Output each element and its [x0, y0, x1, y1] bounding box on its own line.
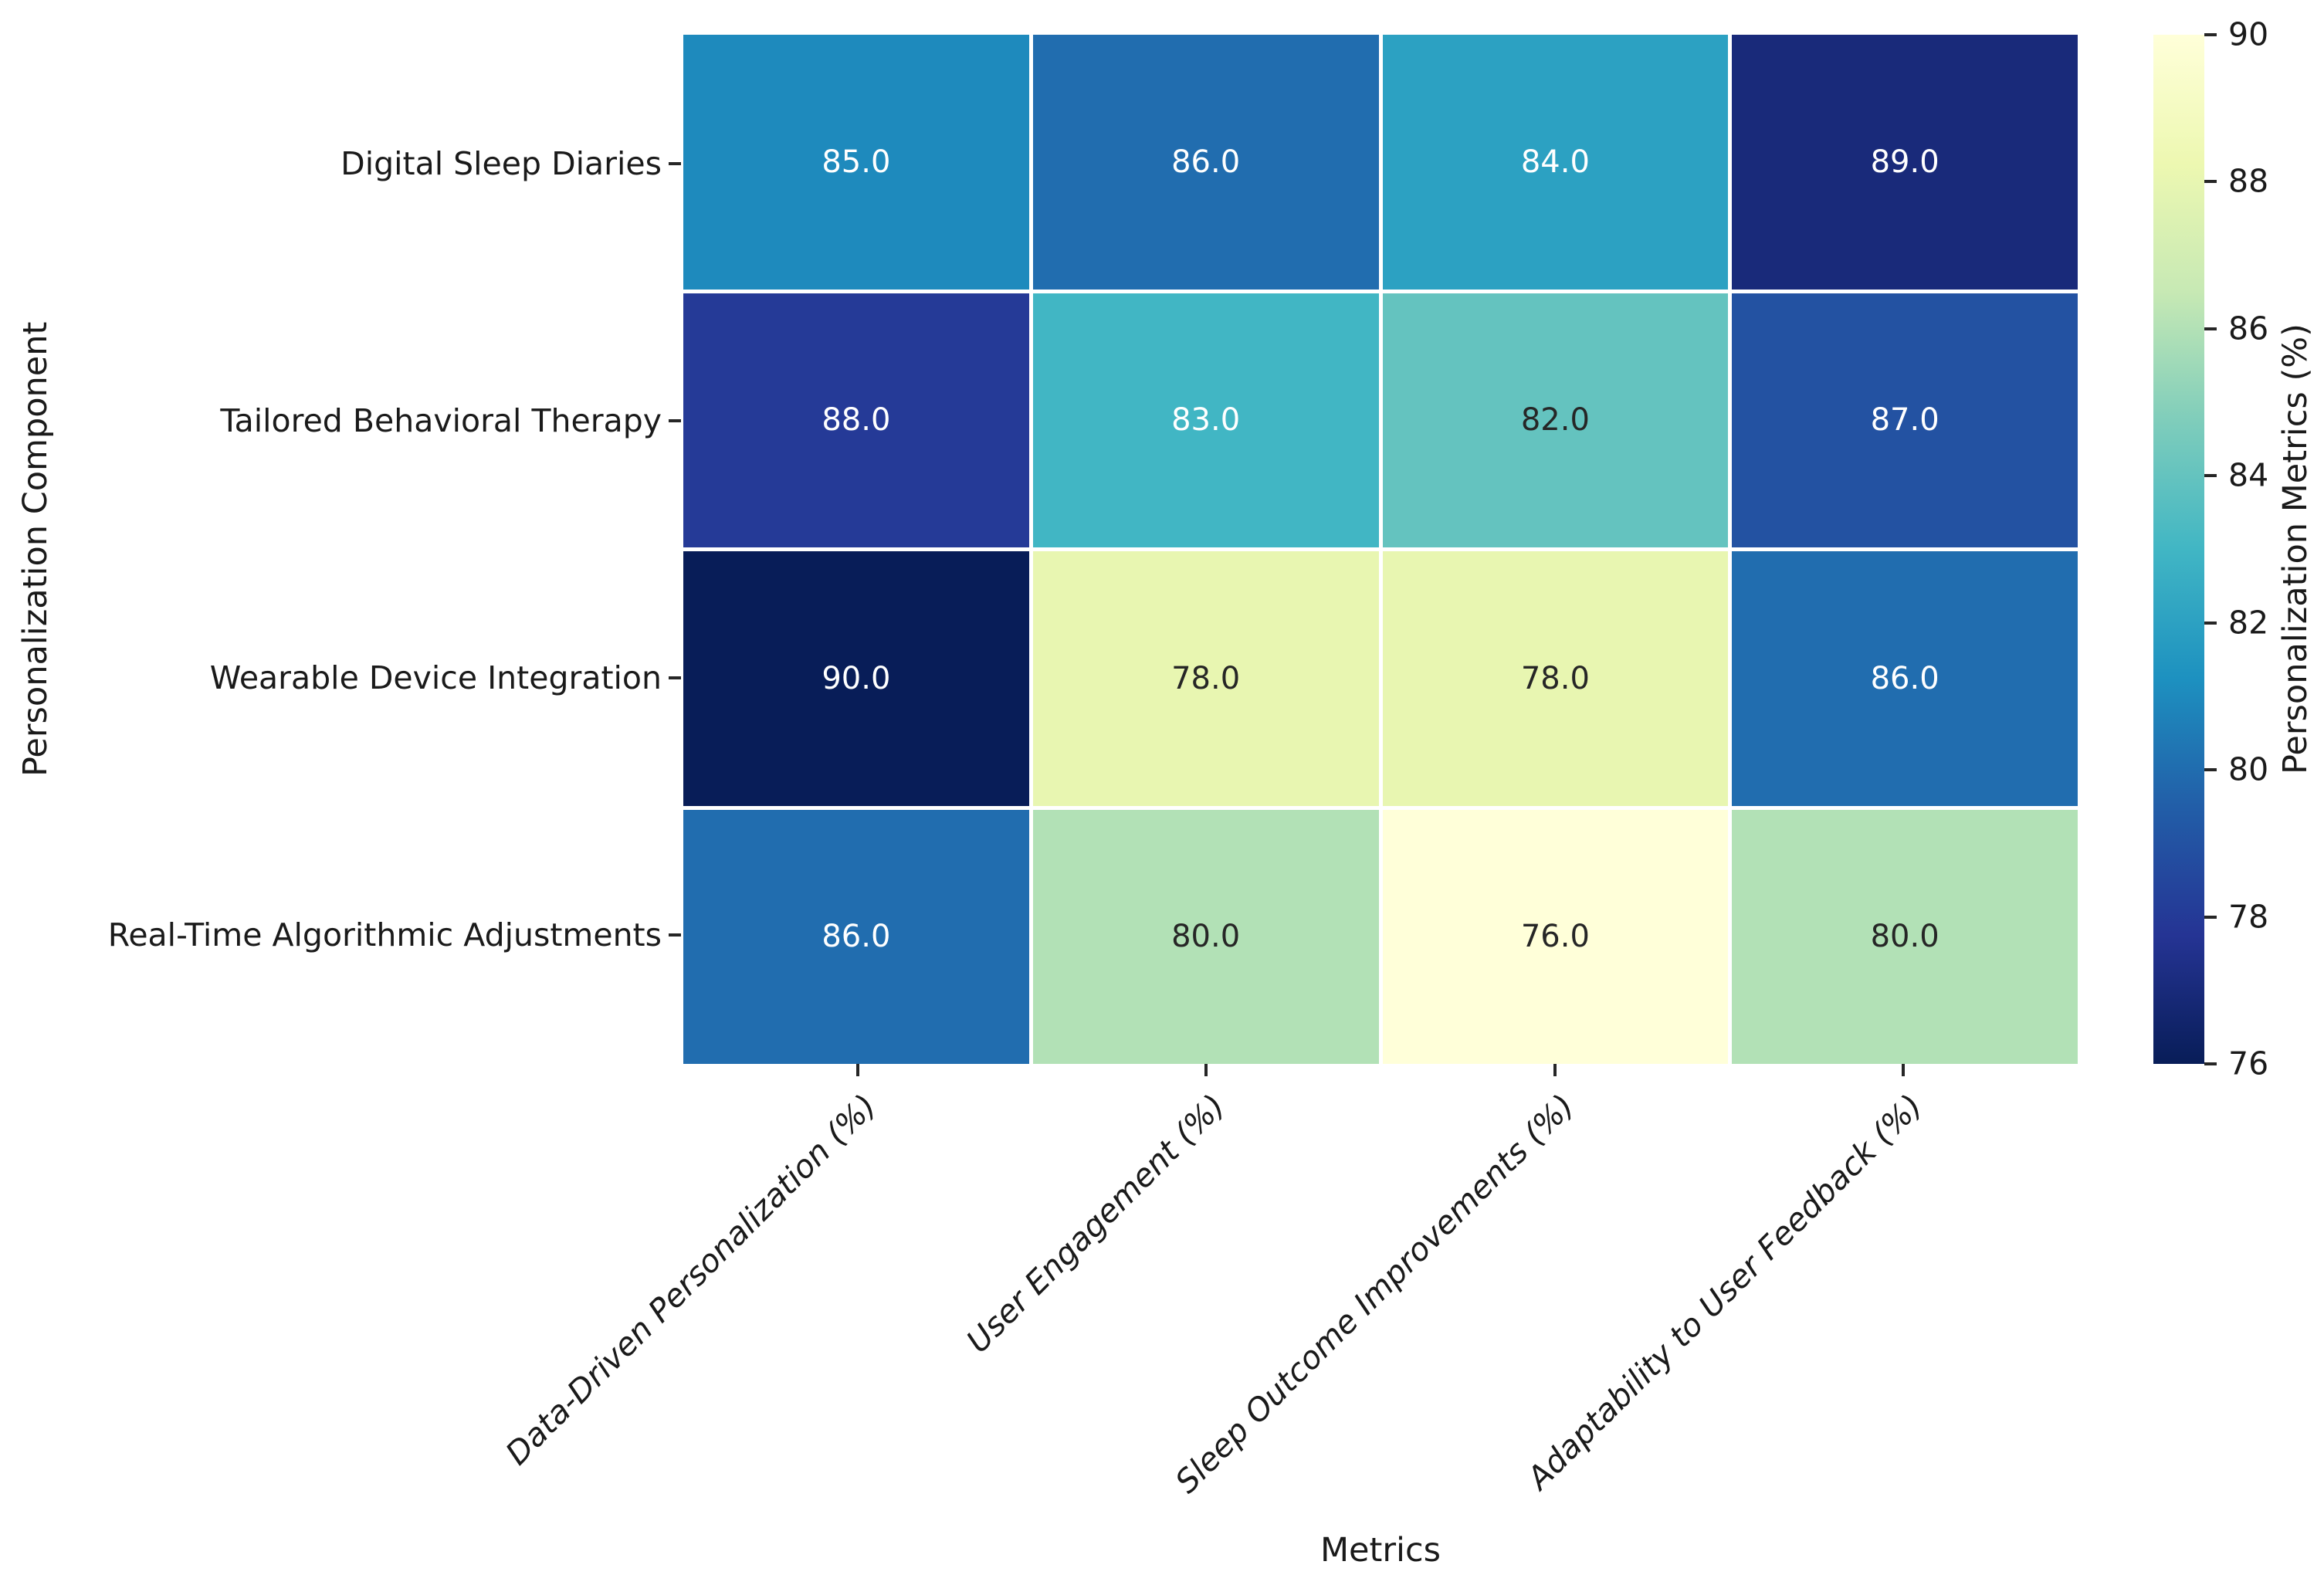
cell-value: 86.0 [1870, 660, 1939, 696]
colorbar-tick-label: 78 [2228, 898, 2269, 936]
colorbar-tick-mark [2204, 180, 2217, 184]
heatmap-cell: 80.0 [1732, 809, 2078, 1064]
cell-value: 89.0 [1870, 144, 1939, 180]
y-tick-label: Digital Sleep Diaries [340, 144, 662, 182]
colorbar-tick-labels: 76 78 80 82 84 86 88 90 [2228, 19, 2321, 1079]
heatmap-cell: 88.0 [683, 293, 1029, 547]
colorbar-tick-mark [2204, 474, 2217, 478]
cell-value: 84.0 [1520, 144, 1590, 180]
x-tick-mark [683, 1064, 1032, 1076]
heatmap-cell: 78.0 [1382, 551, 1729, 806]
heatmap-cell: 87.0 [1732, 293, 2078, 547]
heatmap-cell: 85.0 [683, 35, 1029, 290]
colorbar-title: Personalization Metrics (%) [2276, 323, 2315, 775]
cell-value: 78.0 [1171, 660, 1241, 696]
colorbar-tick-marks [2204, 33, 2217, 1065]
cell-value: 80.0 [1171, 919, 1241, 955]
colorbar-tick-label: 82 [2228, 604, 2269, 642]
x-tick-label: Data-Driven Personalization (%) [498, 1087, 884, 1472]
y-tick-mark [669, 807, 681, 1064]
heatmap-cell: 86.0 [1032, 35, 1379, 290]
colorbar-gradient [2153, 35, 2204, 1064]
colorbar-tick-mark [2204, 621, 2217, 625]
x-tick-mark [1729, 1064, 2078, 1076]
y-tick-label: Real-Time Algorithmic Adjustments [107, 916, 662, 954]
x-tick-labels: Data-Driven Personalization (%) User Enga… [499, 1064, 2078, 1527]
x-tick-mark [1381, 1064, 1729, 1076]
heatmap-cell: 89.0 [1732, 35, 2078, 290]
x-axis-title: Metrics [1320, 1531, 1441, 1570]
colorbar-tick-mark [2204, 1062, 2217, 1065]
heatmap-grid: 85.0 86.0 84.0 89.0 88.0 83.0 82.0 87.0 90.0 78.0… [683, 35, 2078, 1064]
colorbar-tick-mark [2204, 915, 2217, 919]
colorbar-tick-mark [2204, 327, 2217, 330]
heatmap-cell: 86.0 [683, 809, 1029, 1064]
cell-value: 87.0 [1870, 402, 1939, 439]
y-tick-mark [669, 35, 681, 292]
y-tick-label: Wearable Device Integration [209, 659, 662, 697]
colorbar-tick-label: 84 [2228, 456, 2269, 494]
heatmap-cell: 82.0 [1382, 293, 1729, 547]
colorbar-tick-label: 80 [2228, 750, 2269, 788]
heatmap-cell: 80.0 [1032, 809, 1379, 1064]
y-tick-labels: Digital Sleep Diaries Tailored Behavioral… [0, 35, 662, 1064]
colorbar-tick-mark [2204, 33, 2217, 36]
cell-value: 82.0 [1520, 402, 1590, 439]
heatmap-cell: 84.0 [1382, 35, 1729, 290]
colorbar-tick-label: 86 [2228, 310, 2269, 347]
cell-value: 80.0 [1870, 919, 1939, 955]
y-tick-label: Tailored Behavioral Therapy [220, 401, 662, 439]
heatmap-cell: 90.0 [683, 551, 1029, 806]
colorbar-tick-label: 88 [2228, 162, 2269, 200]
colorbar-tick-label: 76 [2228, 1045, 2269, 1082]
y-tick-marks [669, 35, 681, 1064]
cell-value: 90.0 [822, 660, 891, 696]
cell-value: 85.0 [822, 144, 891, 180]
y-tick-mark [669, 292, 681, 549]
colorbar-tick-mark [2204, 768, 2217, 772]
x-tick-marks [683, 1064, 2078, 1076]
heatmap-cell: 83.0 [1032, 293, 1379, 547]
heatmap-cell: 76.0 [1382, 809, 1729, 1064]
colorbar-tick-label: 90 [2228, 15, 2269, 53]
heatmap-cell: 78.0 [1032, 551, 1379, 806]
heatmap-cell: 86.0 [1732, 551, 2078, 806]
cell-value: 76.0 [1520, 919, 1590, 955]
y-tick-mark [669, 550, 681, 807]
cell-value: 88.0 [822, 402, 891, 439]
cell-value: 86.0 [1171, 144, 1241, 180]
cell-value: 78.0 [1520, 660, 1590, 696]
x-tick-mark [1032, 1064, 1381, 1076]
cell-value: 86.0 [822, 919, 891, 955]
cell-value: 83.0 [1171, 402, 1241, 439]
